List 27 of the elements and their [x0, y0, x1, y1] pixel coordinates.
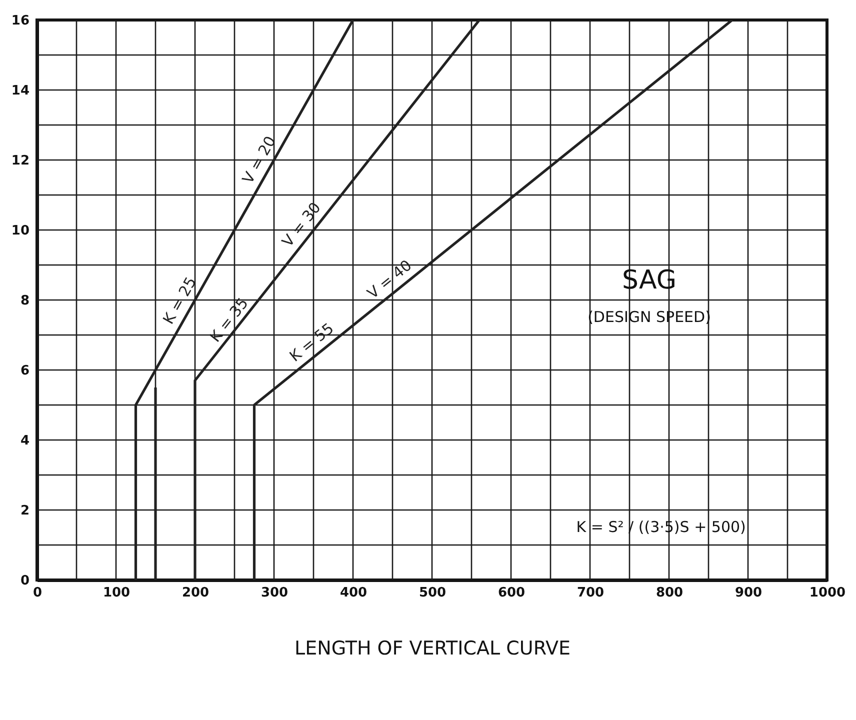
x-tick-label: 700: [576, 586, 604, 600]
x-tick-label: 400: [340, 586, 368, 600]
y-tick-label: 2: [20, 504, 30, 518]
y-tick-label: 8: [20, 294, 30, 308]
y-tick-label: 0: [20, 574, 30, 588]
y-tick-label: 16: [11, 14, 30, 28]
x-tick-label: 500: [418, 586, 446, 600]
y-tick-label: 6: [20, 364, 30, 378]
text: V = 20: [238, 133, 280, 187]
y-tick-label: 4: [20, 434, 30, 448]
text: V = 40: [364, 256, 416, 303]
text: V = 30: [278, 198, 324, 250]
x-tick-label: 100: [102, 586, 130, 600]
y-tick-label: 12: [11, 154, 30, 168]
x-tick-label: 200: [182, 586, 210, 600]
annotation: K = 55: [286, 319, 338, 366]
annotation: K = 35: [206, 294, 252, 346]
x-axis-title: LENGTH OF VERTICAL CURVE: [294, 638, 570, 660]
x-tick-label: 300: [260, 586, 288, 600]
x-tick-label: 600: [498, 586, 526, 600]
annotation: K = 25: [159, 274, 200, 328]
x-tick-label: 0: [32, 586, 42, 600]
y-tick-label: 14: [11, 84, 30, 98]
x-tick-label: 900: [734, 586, 762, 600]
x-tick-label: 800: [656, 586, 684, 600]
y-tick-label: 10: [11, 224, 30, 238]
x-tick-label: 1000: [809, 586, 846, 600]
